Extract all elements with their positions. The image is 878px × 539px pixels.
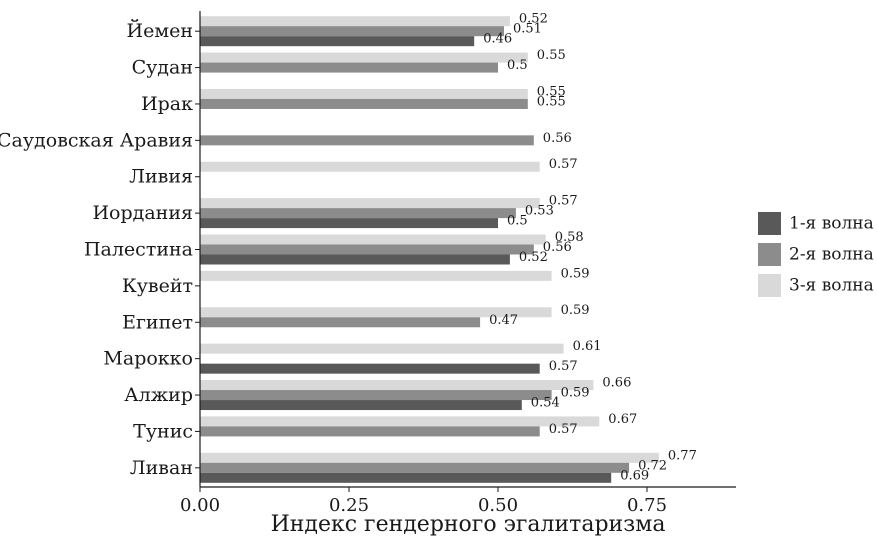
data-label: 0.72	[638, 458, 667, 473]
country-label: Иордания	[92, 202, 193, 224]
data-label: 0.5	[507, 58, 528, 73]
bar-2-wave	[200, 244, 534, 255]
data-label: 0.55	[537, 95, 566, 110]
bar-3-wave	[200, 452, 659, 463]
bar-2-wave	[200, 98, 528, 109]
data-label: 0.77	[668, 448, 697, 463]
data-label: 0.59	[561, 386, 590, 401]
data-label: 0.57	[549, 359, 578, 374]
x-tick-label: 0.25	[329, 495, 369, 516]
bar-3-wave	[200, 161, 540, 172]
bar-3-wave	[200, 198, 540, 209]
bar-3-wave	[200, 270, 552, 281]
bar-2-wave	[200, 462, 630, 473]
x-tick-label: 0.75	[627, 495, 667, 516]
data-label: 0.55	[537, 48, 566, 63]
bar-3-wave	[200, 380, 594, 391]
data-label: 0.57	[549, 157, 578, 172]
bar-3-wave	[200, 16, 510, 27]
data-label: 0.51	[513, 22, 542, 37]
data-label: 0.56	[543, 240, 572, 255]
bar-1-wave	[200, 472, 612, 483]
data-label: 0.58	[555, 230, 584, 245]
x-axis: 0.00 0.25 0.50 0.75	[180, 486, 736, 516]
legend-swatch	[758, 274, 781, 297]
bar-2-wave	[200, 317, 481, 328]
country-label: Тунис	[133, 420, 193, 442]
country-label: Ливия	[129, 166, 193, 188]
country-label: Кувейт	[122, 275, 193, 297]
bar-2-wave	[200, 135, 534, 146]
data-label: 0.47	[489, 313, 518, 328]
country-label: Египет	[122, 311, 193, 333]
data-label: 0.52	[519, 12, 548, 27]
data-labels-layer: 0.520.510.460.550.50.550.550.560.570.570…	[483, 12, 697, 484]
x-tick-label: 0.50	[478, 495, 518, 516]
bar-3-wave	[200, 88, 528, 99]
country-label: Судан	[132, 57, 193, 79]
legend: 1-я волна 2-я волна 3-я волна	[758, 212, 874, 297]
data-label: 0.57	[549, 422, 578, 437]
bar-3-wave	[200, 52, 528, 63]
bar-2-wave	[200, 62, 498, 73]
country-label: Палестина	[84, 239, 193, 261]
data-label: 0.61	[573, 339, 602, 354]
legend-label: 1-я волна	[789, 214, 874, 234]
country-label: Йемен	[127, 19, 194, 42]
data-label: 0.56	[543, 131, 572, 146]
data-label: 0.53	[525, 204, 554, 219]
data-label: 0.55	[537, 85, 566, 100]
x-axis-title: Индекс гендерного эгалитаризма	[271, 512, 666, 537]
data-label: 0.67	[608, 412, 637, 427]
bars-layer	[200, 16, 659, 483]
bar-3-wave	[200, 234, 546, 245]
bar-1-wave	[200, 400, 522, 411]
country-label: Саудовская Аравия	[0, 129, 193, 151]
legend-label: 3-я волна	[789, 276, 874, 296]
bar-1-wave	[200, 218, 498, 229]
data-label: 0.69	[620, 468, 649, 483]
bar-1-wave	[200, 254, 510, 265]
bar-2-wave	[200, 26, 504, 37]
country-label: Алжир	[124, 384, 193, 406]
data-label: 0.54	[531, 396, 560, 411]
bar-1-wave	[200, 363, 540, 374]
data-label: 0.46	[483, 32, 512, 47]
country-label: Ирак	[141, 93, 193, 115]
x-tick-label: 0.00	[180, 495, 220, 516]
legend-swatch	[758, 212, 781, 235]
data-label: 0.59	[561, 266, 590, 281]
bar-1-wave	[200, 36, 475, 47]
y-axis: Йемен Судан Ирак Саудовская Аравия Ливия Иорд…	[0, 11, 201, 487]
legend-label: 2-я волна	[789, 245, 874, 265]
data-label: 0.5	[507, 214, 528, 229]
bar-2-wave	[200, 390, 552, 401]
country-label: Марокко	[103, 348, 193, 370]
data-label: 0.57	[549, 194, 578, 209]
country-label: Ливан	[130, 457, 193, 479]
bar-2-wave	[200, 426, 540, 437]
bar-3-wave	[200, 416, 600, 427]
legend-swatch	[758, 243, 781, 266]
data-label: 0.66	[602, 376, 631, 391]
data-label: 0.59	[561, 303, 590, 318]
bar-3-wave	[200, 307, 552, 318]
data-label: 0.52	[519, 250, 548, 265]
bar-3-wave	[200, 343, 564, 354]
bar-2-wave	[200, 208, 516, 219]
